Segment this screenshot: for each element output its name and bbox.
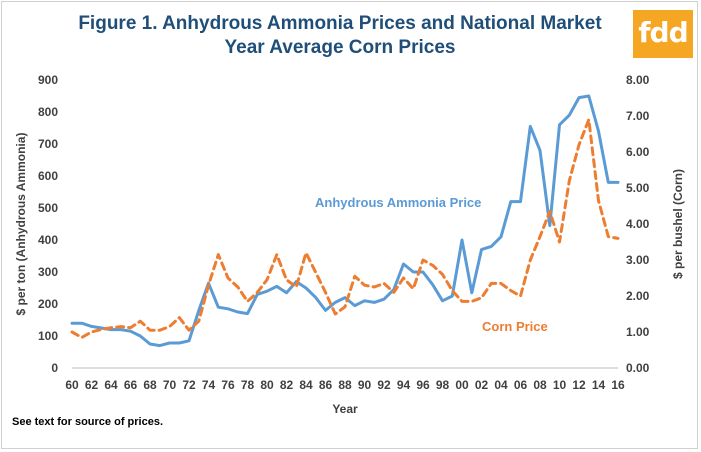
x-tick-label: 66 [124, 378, 138, 392]
x-tick-label: 84 [299, 378, 313, 392]
y-right-tick-label: 3.00 [626, 253, 650, 267]
chart-labels: Anhydrous Ammonia Price Corn Price [315, 195, 548, 334]
x-tick-label: 00 [455, 378, 469, 392]
ammonia-price-line [70, 94, 620, 348]
y-right-tick-label: 2.00 [626, 289, 650, 303]
x-tick-label: 16 [611, 378, 625, 392]
x-tick-label: 76 [221, 378, 235, 392]
y-left-tick-label: 0 [51, 361, 58, 375]
chart-title-line1: Figure 1. Anhydrous Ammonia Prices and N… [78, 13, 602, 34]
x-tick-label: 72 [182, 378, 196, 392]
source-footnote: See text for source of prices. [12, 416, 163, 428]
x-tick-label: 12 [572, 378, 586, 392]
x-tick-label: 92 [377, 378, 391, 392]
x-tick-label: 08 [533, 378, 547, 392]
x-tick-label: 62 [85, 378, 99, 392]
x-tick-label: 78 [241, 378, 255, 392]
x-tick-label: 06 [514, 378, 528, 392]
y-right-tick-label: 1.00 [626, 325, 650, 339]
chart-title: Figure 1. Anhydrous Ammonia Prices and N… [40, 12, 640, 60]
x-tick-label: 96 [416, 378, 430, 392]
x-tick-label: 90 [358, 378, 372, 392]
x-tick-label: 60 [65, 378, 79, 392]
fdd-logo-text: fdd [638, 16, 688, 49]
x-tick-label: 74 [202, 378, 216, 392]
y-left-tick-label: 200 [38, 297, 58, 311]
y-left-tick-label: 600 [38, 169, 58, 183]
chart-title-line2: Year Average Corn Prices [224, 37, 456, 58]
x-tick-label: 02 [475, 378, 489, 392]
x-tick-label: 94 [397, 378, 411, 392]
y-right-tick-label: 7.00 [626, 109, 650, 123]
x-tick-label: 80 [260, 378, 274, 392]
ammonia-series-label: Anhydrous Ammonia Price [315, 195, 481, 210]
x-tick-label: 64 [104, 378, 118, 392]
x-tick-label: 10 [553, 378, 567, 392]
y-right-tick-label: 6.00 [626, 145, 650, 159]
y-right-tick-label: 4.00 [626, 217, 650, 231]
y-right-tick-label: 8.00 [626, 73, 650, 87]
y-left-tick-label: 900 [38, 73, 58, 87]
x-tick-label: 88 [338, 378, 352, 392]
x-tick-label: 14 [592, 378, 606, 392]
y-right-tick-label: 0.00 [626, 361, 650, 375]
corn-series-label: Corn Price [482, 319, 548, 334]
y-left-tick-label: 100 [38, 329, 58, 343]
x-tick-label: 98 [436, 378, 450, 392]
fdd-logo: fdd [633, 10, 693, 58]
chart-series [70, 94, 620, 348]
y-left-tick-label: 700 [38, 137, 58, 151]
y-left-tick-label: 300 [38, 265, 58, 279]
x-axis-title: Year [332, 402, 358, 416]
y-right-axis-title: $ per bushel (Corn) [671, 169, 685, 279]
y-right-tick-label: 5.00 [626, 181, 650, 195]
x-tick-label: 82 [280, 378, 294, 392]
y-left-axis-title: $ per ton (Anhydrous Ammonia) [14, 133, 28, 316]
y-left-tick-label: 800 [38, 105, 58, 119]
x-tick-label: 86 [319, 378, 333, 392]
chart-axes: 01002003004005006007008009000.001.002.00… [14, 73, 685, 416]
x-tick-label: 68 [143, 378, 157, 392]
x-tick-label: 70 [163, 378, 177, 392]
y-left-tick-label: 500 [38, 201, 58, 215]
corn-price-line [70, 118, 620, 339]
x-tick-label: 04 [494, 378, 508, 392]
y-left-tick-label: 400 [38, 233, 58, 247]
